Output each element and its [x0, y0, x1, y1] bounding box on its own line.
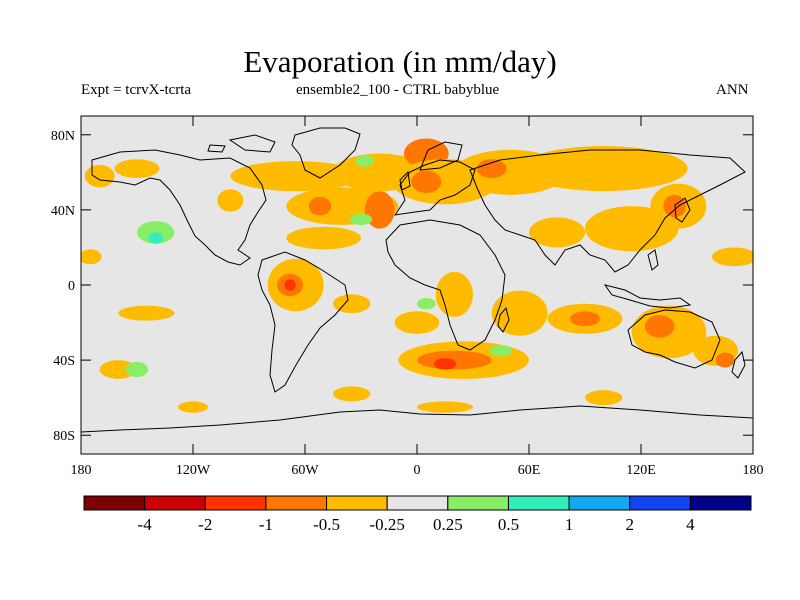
anomaly-region: [585, 390, 623, 406]
experiment-label: Expt = tcrvX-tcrta: [81, 82, 192, 98]
longitude-tick-label: 60E: [518, 463, 541, 478]
longitude-tick-label: 60W: [291, 463, 319, 478]
anomaly-region: [491, 290, 548, 336]
longitude-tick-label: 120W: [176, 463, 211, 478]
anomaly-region: [529, 217, 585, 248]
colorbar-label: -1: [259, 515, 273, 534]
indonesia-coastline: [603, 284, 692, 309]
anomaly-region: [715, 352, 735, 368]
colorbar-label: -2: [198, 515, 212, 534]
longitude-tick-label: 0: [414, 463, 421, 478]
colorbar: -4 -2 -1 -0.5 -0.25 0.25 0.5 1 2 4: [83, 495, 752, 534]
anomaly-region: [148, 232, 164, 244]
japan-coastline: [674, 197, 691, 223]
philippines-coastline: [647, 249, 659, 271]
anomaly-region: [178, 401, 208, 413]
colorbar-swatch: [629, 495, 691, 511]
colorbar-label: 0.5: [498, 515, 519, 534]
longitude-tick-label: 180: [743, 463, 764, 478]
anomaly-region: [84, 164, 115, 188]
anomaly-region: [433, 358, 457, 370]
anomaly-region: [585, 206, 679, 252]
scandinavia-coastline: [419, 141, 463, 171]
anomaly-region: [417, 298, 436, 310]
anomaly-region: [118, 305, 175, 321]
anomaly-region: [286, 226, 361, 250]
british-isles-coastline: [399, 170, 411, 191]
latitude-tick-label: 80N: [51, 129, 75, 144]
colorbar-swatch: [568, 495, 631, 511]
map-title: Evaporation (in mm/day): [243, 44, 557, 79]
colorbar-label: 0.25: [433, 515, 463, 534]
colorbar-swatch: [507, 495, 570, 511]
anomaly-region: [308, 196, 332, 216]
anomaly-region: [570, 311, 600, 327]
anomaly-region: [349, 213, 373, 225]
colorbar-label: -4: [138, 515, 153, 534]
arctic-islands-coastline: [207, 134, 276, 153]
colorbar-swatch: [144, 495, 206, 511]
colorbar-label: 2: [625, 515, 634, 534]
greenland-coastline: [291, 127, 361, 179]
south-america-coastline: [257, 251, 349, 393]
anomaly-region: [411, 170, 442, 193]
colorbar-label: -0.25: [369, 515, 404, 534]
anomaly-region: [99, 360, 137, 379]
colorbar-swatch: [386, 495, 449, 511]
colorbar-swatch: [204, 495, 267, 511]
longitude-tick-label: 180: [71, 463, 92, 478]
ensemble-label: ensemble2_100 - CTRL babyblue: [296, 82, 500, 98]
coastlines: [81, 127, 753, 433]
colorbar-swatch: [447, 495, 509, 511]
anomaly-region: [81, 249, 102, 265]
anomaly-region: [355, 155, 375, 167]
anomaly-region: [364, 191, 395, 229]
season-label: ANN: [716, 82, 749, 98]
antarctica-coastline: [81, 405, 753, 433]
anomaly-region: [217, 189, 244, 212]
anomaly-region: [333, 386, 371, 402]
latitude-tick-label: 40S: [53, 354, 75, 369]
anomaly-region: [394, 311, 440, 334]
asia-coastline: [469, 149, 746, 273]
colorbar-swatch: [689, 495, 752, 511]
longitude-axis: 180 120W 60W 0 60E 120E 180: [71, 116, 764, 478]
colorbar-label: 4: [686, 515, 695, 534]
anomaly-region: [519, 146, 688, 192]
anomaly-region: [114, 159, 160, 178]
anomaly-region: [644, 315, 675, 338]
europe-coastline: [393, 159, 476, 216]
anomaly-region: [476, 159, 507, 178]
anomaly-region: [333, 294, 371, 314]
latitude-axis: 80N 40N 0 40S 80S: [51, 129, 753, 444]
colorbar-label: -0.5: [313, 515, 340, 534]
australia-coastline: [627, 309, 721, 369]
colorbar-swatch: [326, 495, 388, 511]
colorbar-swatch: [265, 495, 328, 511]
anomaly-region: [125, 361, 149, 378]
latitude-tick-label: 40N: [51, 204, 75, 219]
anomaly-region: [284, 279, 296, 291]
anomaly-region: [489, 345, 513, 357]
latitude-tick-label: 80S: [53, 429, 75, 444]
africa-coastline: [385, 219, 506, 351]
longitude-tick-label: 120E: [626, 463, 656, 478]
madagascar-coastline: [497, 306, 510, 333]
new-zealand-coastline: [731, 350, 746, 379]
anomaly-region: [417, 401, 473, 413]
latitude-tick-label: 0: [68, 279, 75, 294]
colorbar-swatch: [83, 495, 146, 511]
north-america-coastline: [91, 149, 267, 266]
anomaly-region: [711, 247, 753, 267]
anomaly-region: [230, 161, 361, 192]
colorbar-label: 1: [565, 515, 574, 534]
anomaly-contours: [81, 138, 753, 413]
